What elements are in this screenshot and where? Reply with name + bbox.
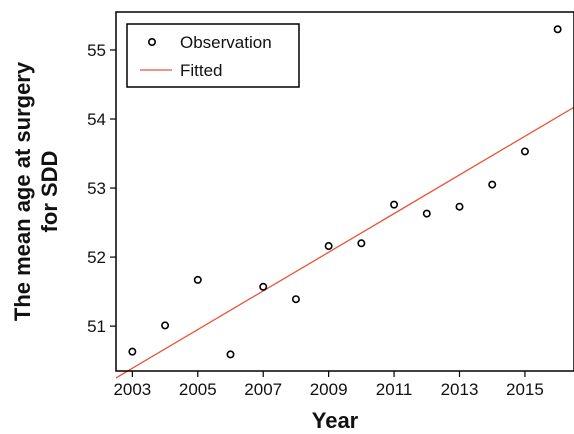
x-tick-label: 2011 xyxy=(376,380,413,399)
observation-point xyxy=(422,209,431,218)
y-tick-label: 52 xyxy=(87,248,106,267)
observation-point xyxy=(520,147,529,156)
y-axis-title: The mean age at surgery for SDD xyxy=(10,61,62,321)
legend-observation-label: Observation xyxy=(180,33,272,52)
x-tick-label: 2005 xyxy=(179,380,217,399)
y-tick-label: 53 xyxy=(87,179,106,198)
observation-point xyxy=(357,239,366,248)
x-tick-label: 2009 xyxy=(310,380,348,399)
y-tick-label: 51 xyxy=(87,317,106,336)
y-tick-label: 55 xyxy=(87,41,106,60)
observation-point xyxy=(259,282,268,291)
observation-point xyxy=(455,202,464,211)
x-tick-label: 2013 xyxy=(441,380,479,399)
legend: Observation Fitted xyxy=(126,23,300,88)
observation-point xyxy=(488,180,497,189)
observation-point xyxy=(193,275,202,284)
observation-point xyxy=(161,321,170,330)
axis-ticks: 2003 2005 2007 2009 2011 2013 2015 51 52 53 54 55 xyxy=(87,41,544,399)
fitted-line xyxy=(115,106,574,379)
observation-point xyxy=(128,347,137,356)
observation-point xyxy=(324,242,333,251)
legend-fitted-label: Fitted xyxy=(180,61,223,80)
x-tick-label: 2007 xyxy=(244,380,282,399)
x-tick-label: 2003 xyxy=(113,380,151,399)
y-axis-title-line-2: for SDD xyxy=(37,151,62,233)
legend-box xyxy=(126,23,300,88)
y-axis-title-line-1: The mean age at surgery xyxy=(10,61,35,321)
y-tick-label: 54 xyxy=(87,110,106,129)
observation-point xyxy=(291,295,300,304)
fitted-line-layer xyxy=(115,106,574,379)
observation-points xyxy=(128,25,562,359)
observation-point xyxy=(226,350,235,359)
observation-point xyxy=(553,25,562,34)
legend-observation-marker xyxy=(148,37,157,46)
x-tick-label: 2015 xyxy=(506,380,544,399)
plot-frame xyxy=(115,11,574,372)
observation-point xyxy=(390,200,399,209)
x-axis-title: Year xyxy=(312,408,359,433)
